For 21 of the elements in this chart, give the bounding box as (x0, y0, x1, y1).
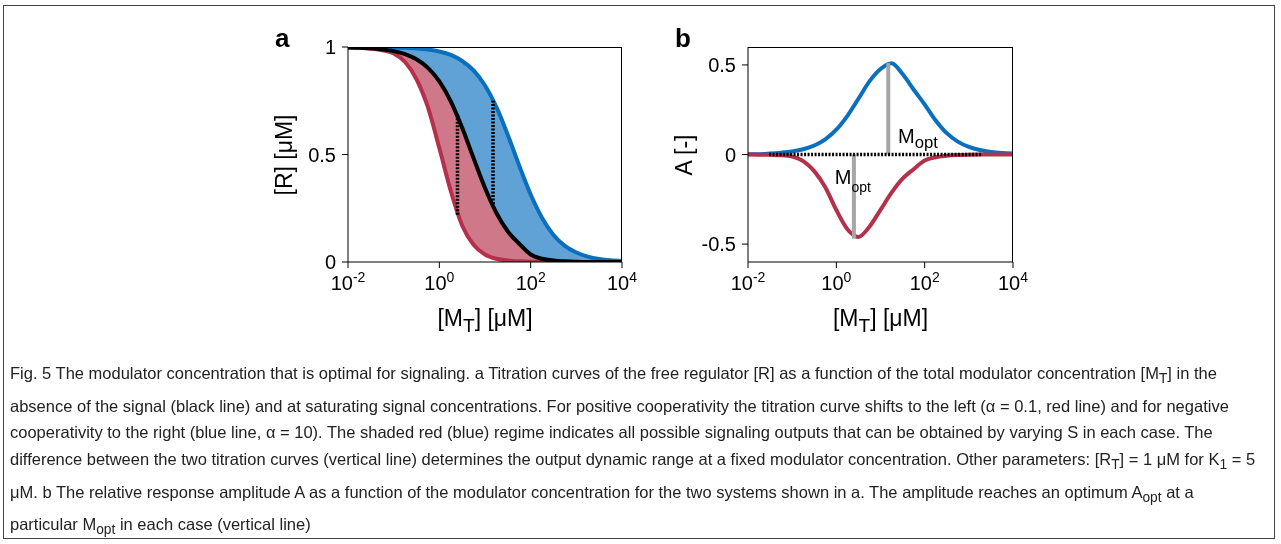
y-axis-title: A [-] (670, 134, 696, 175)
y-tick-label: 0.5 (708, 53, 736, 76)
x-tick-label: 10$^{0}$ (821, 269, 852, 294)
x-tick-label: 10$^{2}$ (515, 269, 546, 294)
x-axis-title: [M$_{T}$] [μM] (436, 305, 534, 337)
x-axis-title: [M$_{T}$] [μM] (831, 305, 930, 337)
y-tick-label: 1 (324, 36, 336, 58)
text: Fig. 5 The modulator concentration that is optimal for signaling. a Titration curves of the free regulator [R] as a function of the total modulator concentration [M$_{T}$] in the absence of the signal (black line) and at saturating signal concentrations. For positive cooperativity the titration curve shifts to the left (α = 0.1, red line) and for negative cooperativity to the right (blue line, α = 10). The shaded red (blue) regime indicates all possible signaling outputs that can be obtained by varying S in each case. The difference between the two titration curves (vertical line) determines the output dynamic range at a fixed modulator concentration. Other parameters: [R$_{T}$] = 1 μM for K$_{1}$ = 5 μM. b The relative response amplitude A as a function of the modulator concentration for the two systems shown in a. The amplitude reaches an optimum A$_{opt}$ at a particular M$_{opt}$ in each case (vertical line) (10, 364, 1256, 538)
chart-title: b (675, 23, 691, 54)
x-tick-label: 10$^{2}$ (909, 269, 940, 294)
annotation: M$_{opt}$ (834, 165, 872, 195)
x-tick-label: 10$^{4}$ (606, 269, 638, 294)
x-tick-label: 10$^{4}$ (997, 269, 1029, 294)
x-tick-label: 10$^{-2}$ (730, 269, 766, 294)
chart-title: a (275, 23, 290, 54)
y-tick-label: 0 (724, 143, 736, 166)
annotation: M$_{opt}$ (898, 125, 938, 153)
y-tick-label: 0.5 (308, 143, 336, 166)
x-tick-label: 10$^{0}$ (424, 269, 455, 294)
y-axis-title: [R] [μM] (270, 114, 296, 195)
y-tick-label: -0.5 (701, 233, 736, 256)
